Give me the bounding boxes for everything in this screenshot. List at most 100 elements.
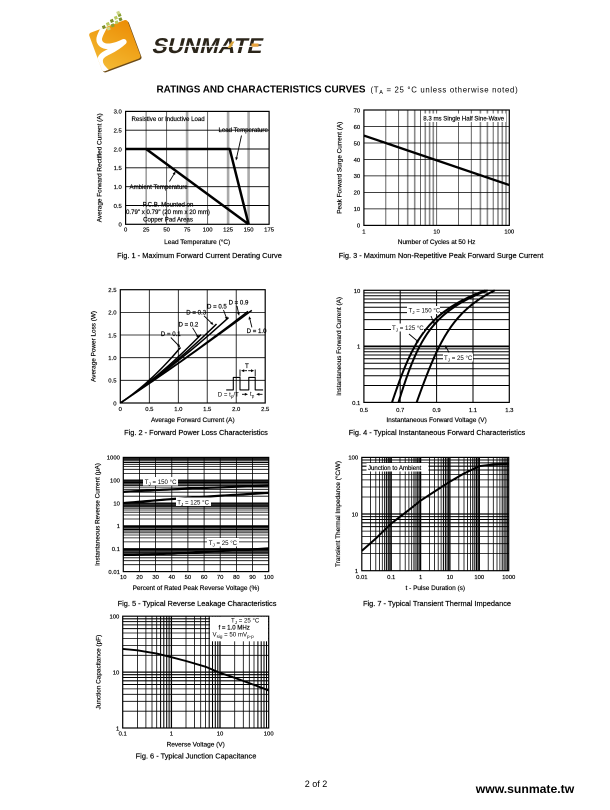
svg-text:Fig. 7 - Typical Transient The: Fig. 7 - Typical Transient Thermal Imped… [363, 599, 511, 608]
svg-text:2.0: 2.0 [232, 407, 241, 413]
svg-text:10: 10 [217, 732, 224, 738]
svg-text:TJ​ = 25 °C: TJ​ = 25 °C [209, 540, 238, 547]
svg-text:1: 1 [419, 575, 422, 581]
svg-text:TJ​ = 150 °C: TJ​ = 150 °C [145, 479, 177, 486]
svg-text:2.0: 2.0 [108, 311, 117, 317]
svg-text:Fig. 2 - Forward Power Loss Ch: Fig. 2 - Forward Power Loss Characterist… [124, 428, 268, 437]
svg-text:D = 0.1: D = 0.1 [161, 331, 181, 338]
svg-text:1.1: 1.1 [469, 408, 477, 414]
svg-text:100: 100 [109, 615, 120, 621]
svg-text:10: 10 [447, 575, 454, 581]
svg-text:D = tp​/T: D = tp​/T [218, 392, 239, 399]
svg-text:Junction to Ambient: Junction to Ambient [368, 465, 421, 472]
svg-text:125: 125 [223, 228, 234, 234]
svg-text:10: 10 [354, 289, 361, 295]
svg-text:TJ​ = 125 °C: TJ​ = 125 °C [392, 325, 424, 332]
svg-text:30: 30 [152, 575, 159, 581]
svg-text:8.3 ms Single Half Sine-Wave: 8.3 ms Single Half Sine-Wave [423, 116, 504, 123]
svg-text:D = 1.0: D = 1.0 [247, 328, 267, 335]
svg-text:Reverse Voltage (V): Reverse Voltage (V) [167, 742, 225, 749]
svg-text:30: 30 [354, 174, 361, 180]
svg-text:Resistive or Inductive Load: Resistive or Inductive Load [132, 116, 205, 123]
svg-text:40: 40 [169, 575, 176, 581]
svg-text:75: 75 [184, 228, 191, 234]
svg-text:0: 0 [357, 224, 361, 230]
svg-text:2.5: 2.5 [114, 129, 123, 135]
svg-text:Average Forward Current (A): Average Forward Current (A) [151, 417, 235, 424]
svg-text:Number of Cycles at 50 Hz: Number of Cycles at 50 Hz [398, 239, 476, 246]
svg-text:Junction Capacitance (pF): Junction Capacitance (pF) [95, 635, 102, 710]
svg-text:2 of 2: 2 of 2 [305, 779, 328, 789]
svg-text:(TA​ = 25 °C unless otherwise: (TA​ = 25 °C unless otherwise noted) [371, 86, 519, 97]
svg-text:1.0: 1.0 [108, 356, 117, 362]
svg-text:3.0: 3.0 [114, 110, 123, 116]
svg-text:2.0: 2.0 [114, 147, 123, 153]
svg-text:10: 10 [352, 512, 359, 518]
svg-text:100: 100 [348, 456, 359, 462]
svg-text:20: 20 [354, 191, 361, 197]
svg-text:D = 0.3: D = 0.3 [186, 309, 206, 316]
svg-text:40: 40 [354, 158, 361, 164]
svg-text:50: 50 [354, 141, 361, 147]
svg-text:20: 20 [136, 575, 143, 581]
svg-text:0.01: 0.01 [356, 575, 367, 581]
svg-text:Fig. 1 - Maximum Forward Curre: Fig. 1 - Maximum Forward Current Deratin… [117, 251, 282, 260]
svg-text:T: T [245, 363, 249, 370]
svg-text:100: 100 [474, 575, 485, 581]
svg-text:100: 100 [203, 228, 214, 234]
svg-text:Instantaneous Forward Voltage: Instantaneous Forward Voltage (V) [386, 417, 486, 424]
svg-text:Percent of Rated Peak Reverse: Percent of Rated Peak Reverse Voltage (%… [133, 585, 260, 592]
svg-text:0.1: 0.1 [387, 575, 395, 581]
svg-text:Fig. 3 - Maximum Non-Repetitiv: Fig. 3 - Maximum Non-Repetitive Peak For… [339, 251, 544, 260]
svg-text:Peak Forward Surge Current (A): Peak Forward Surge Current (A) [337, 122, 344, 214]
svg-text:0.01: 0.01 [108, 570, 119, 576]
svg-text:10: 10 [113, 670, 120, 676]
svg-text:D = 0.9: D = 0.9 [229, 299, 249, 306]
svg-text:0: 0 [124, 228, 128, 234]
svg-text:t - Pulse Duration (s): t - Pulse Duration (s) [405, 585, 465, 592]
svg-text:10: 10 [113, 501, 120, 507]
svg-text:TJ​ = 125 °C: TJ​ = 125 °C [177, 500, 209, 507]
svg-text:Lead Temperature: Lead Temperature [219, 127, 269, 134]
svg-text:2.5: 2.5 [108, 288, 117, 294]
svg-text:2.5: 2.5 [261, 407, 270, 413]
svg-text:60: 60 [201, 575, 208, 581]
svg-text:D = 0.2: D = 0.2 [178, 321, 198, 328]
svg-text:100: 100 [264, 732, 275, 738]
svg-text:www.sunmate.tw: www.sunmate.tw [475, 782, 575, 796]
svg-text:50: 50 [185, 575, 192, 581]
svg-text:RATINGS AND CHARACTERISTICS CU: RATINGS AND CHARACTERISTICS CURVES [157, 85, 366, 96]
svg-text:Average Power Loss (W): Average Power Loss (W) [91, 311, 98, 382]
svg-text:f = 1.0 MHz: f = 1.0 MHz [219, 625, 250, 632]
svg-text:TJ​ = 25 °C: TJ​ = 25 °C [444, 355, 473, 362]
svg-text:tp​: tp​ [250, 391, 255, 398]
svg-text:100: 100 [264, 575, 275, 581]
svg-text:0.9: 0.9 [432, 408, 440, 414]
svg-text:D = 0.5: D = 0.5 [207, 303, 227, 310]
svg-text:0.1: 0.1 [119, 732, 127, 738]
svg-text:0: 0 [119, 407, 123, 413]
svg-text:1: 1 [117, 524, 120, 530]
svg-text:70: 70 [354, 108, 361, 114]
svg-text:0.5: 0.5 [145, 407, 154, 413]
svg-text:50: 50 [163, 228, 170, 234]
svg-text:100: 100 [504, 230, 515, 236]
svg-text:0: 0 [113, 401, 117, 407]
svg-text:TJ​ = 25 °C: TJ​ = 25 °C [231, 618, 260, 625]
svg-text:Vsig​ = 50 mVp-p​: Vsig​ = 50 mVp-p​ [213, 632, 255, 639]
svg-text:80: 80 [233, 575, 240, 581]
svg-text:10: 10 [354, 207, 361, 213]
svg-text:Average Forward Rectified Curr: Average Forward Rectified Current (A) [97, 113, 104, 222]
svg-text:Transient Thermal Impedance (°: Transient Thermal Impedance (°C/W) [334, 461, 342, 567]
svg-text:1.0: 1.0 [174, 407, 183, 413]
svg-text:0: 0 [119, 223, 123, 229]
svg-text:Fig. 4 - Typical Instantaneous: Fig. 4 - Typical Instantaneous Forward C… [349, 428, 526, 437]
svg-text:Fig. 5 - Typical Reverse Leaka: Fig. 5 - Typical Reverse Leakage Charact… [118, 599, 277, 608]
svg-text:1: 1 [170, 732, 173, 738]
svg-text:Ambient Temperature: Ambient Temperature [130, 184, 189, 191]
svg-text:P.C.B. Mounted on: P.C.B. Mounted on [143, 202, 194, 209]
svg-text:1000: 1000 [107, 456, 121, 462]
svg-text:10: 10 [433, 230, 440, 236]
svg-text:175: 175 [264, 228, 275, 234]
svg-text:Fig. 6 - Typical Junction Capa: Fig. 6 - Typical Junction Capacitance [136, 752, 257, 761]
